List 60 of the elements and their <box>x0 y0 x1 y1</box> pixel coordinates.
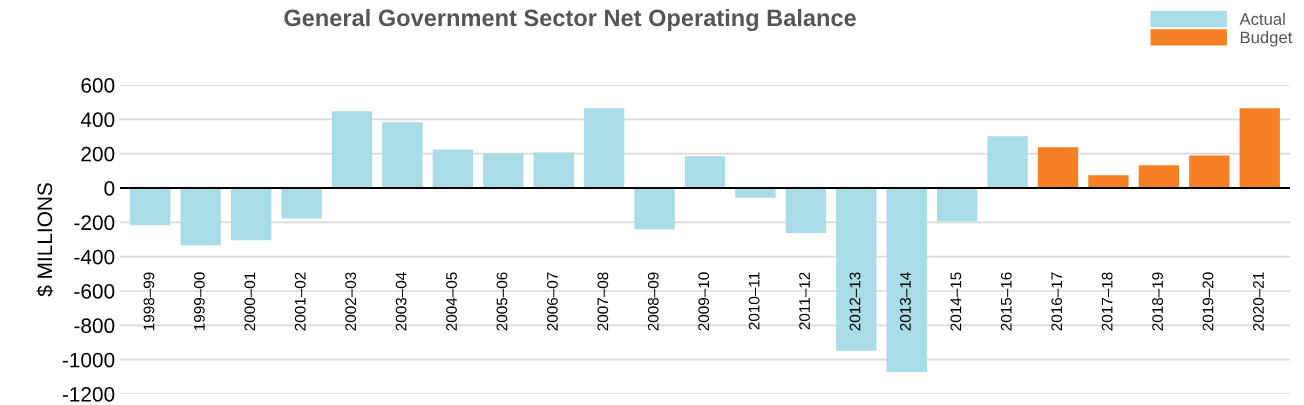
bar <box>331 111 373 188</box>
y-tick-label: 600 <box>81 78 115 93</box>
bar <box>1037 147 1079 188</box>
x-tick-label: 2004–05 <box>446 272 457 331</box>
y-tick-label: 0 <box>104 181 115 196</box>
x-tick-label: 2005–06 <box>496 272 508 331</box>
y-tick-label: -600 <box>74 284 115 299</box>
x-tick-label: 2007–08 <box>597 272 609 331</box>
x-tick-label: 2002–03 <box>345 272 357 331</box>
bar <box>1239 108 1280 188</box>
bar <box>936 188 978 222</box>
bar <box>987 136 1028 188</box>
x-tick-label: 2001–02 <box>294 272 306 331</box>
bar <box>180 188 221 246</box>
x-tick-label: 2019–20 <box>1202 272 1214 331</box>
chart-title: General Government Sector Net Operating Balance <box>284 8 856 32</box>
x-tick-label: 2020–21 <box>1253 272 1264 331</box>
bar <box>483 153 524 188</box>
bar <box>1138 165 1180 188</box>
x-tick-label: 2003–04 <box>395 272 407 331</box>
x-tick-label: 2017–18 <box>1101 272 1113 331</box>
bar <box>1189 155 1230 188</box>
legend-label: Budget <box>1240 31 1293 47</box>
x-tick-label: 2000–01 <box>244 272 256 331</box>
x-tick-label: 2016–17 <box>1051 272 1063 331</box>
bar <box>533 152 574 188</box>
legend-label: Actual <box>1239 12 1285 25</box>
y-axis-title: $ MILLIONS <box>36 183 54 297</box>
bar <box>1088 175 1129 188</box>
x-tick-label: 2006–07 <box>546 272 558 331</box>
x-tick-label: 2015–16 <box>1000 272 1012 331</box>
bar <box>735 188 776 198</box>
bar <box>230 188 272 241</box>
bar <box>634 188 675 230</box>
x-tick-label: 2018–19 <box>1152 272 1163 331</box>
x-tick-label: 2012–13 <box>849 272 861 331</box>
x-tick-label: 1999–00 <box>193 272 205 331</box>
y-tick-label: -400 <box>74 249 115 265</box>
bar <box>281 188 322 219</box>
bar <box>684 156 726 188</box>
bar <box>130 188 171 226</box>
x-tick-label: 2010–11 <box>748 272 760 330</box>
bar <box>785 188 827 233</box>
bar <box>836 188 877 351</box>
bar <box>886 188 927 373</box>
bar <box>583 108 625 188</box>
x-tick-label: 2011–12 <box>799 272 810 330</box>
y-tick-label: 200 <box>81 146 115 162</box>
x-tick-label: 2013–14 <box>900 272 911 331</box>
bar <box>432 149 474 188</box>
x-tick-label: 2009–10 <box>698 272 710 331</box>
bar <box>382 122 423 188</box>
y-tick-label: -200 <box>74 215 115 231</box>
y-tick-label: -1200 <box>62 387 115 402</box>
x-tick-label: 1998–99 <box>143 272 155 331</box>
x-tick-label: 2008–09 <box>647 272 659 331</box>
y-tick-label: 400 <box>80 112 115 128</box>
y-tick-label: -1000 <box>62 352 115 368</box>
x-tick-label: 2014–15 <box>950 272 962 331</box>
y-tick-label: -800 <box>74 318 115 334</box>
